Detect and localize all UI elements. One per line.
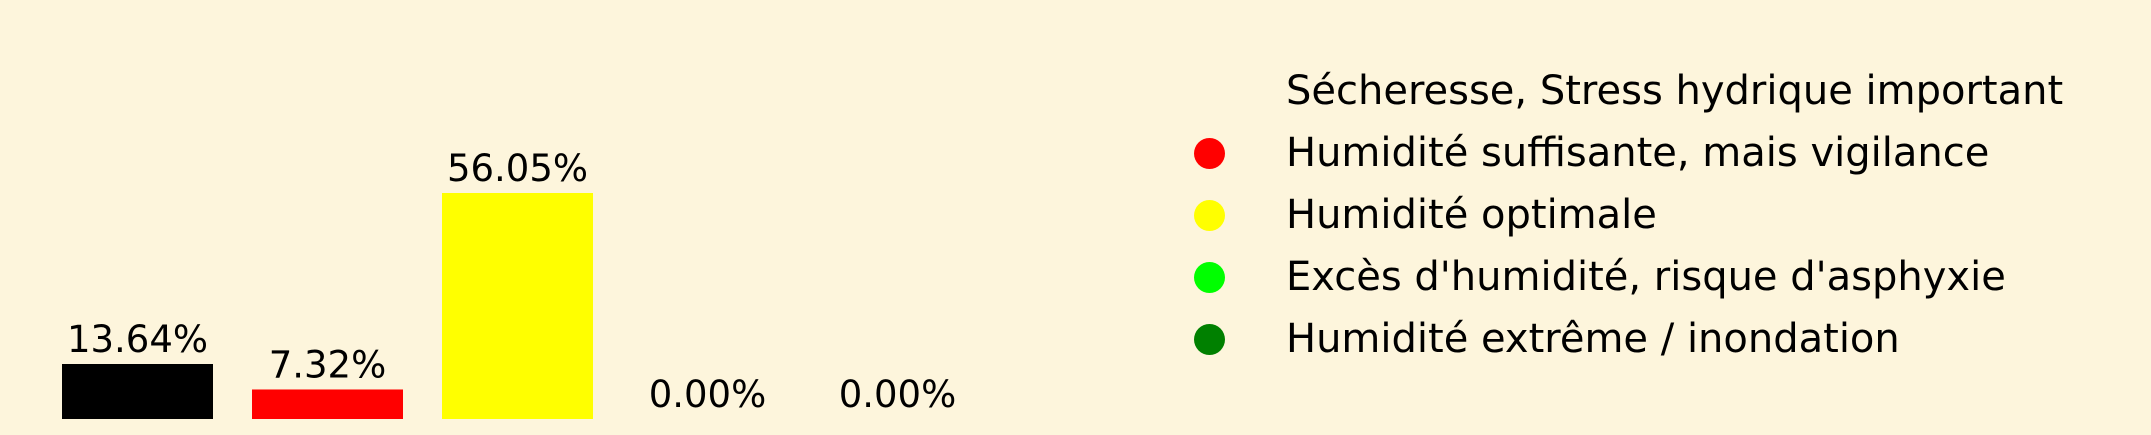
legend-swatch-optimale bbox=[1194, 200, 1225, 231]
legend-swatch-inondation bbox=[1194, 324, 1225, 355]
legend-swatch-exces bbox=[1194, 262, 1225, 293]
bar-1 bbox=[252, 389, 403, 419]
bar-0 bbox=[62, 364, 213, 419]
legend-label-vigilance: Humidité suffisante, mais vigilance bbox=[1286, 130, 1990, 176]
bar-value-label-4: 0.00% bbox=[839, 373, 957, 416]
legend-item-exces: Excès d'humidité, risque d'asphyxie bbox=[1185, 248, 2115, 310]
legend-label-exces: Excès d'humidité, risque d'asphyxie bbox=[1286, 254, 2006, 300]
legend-label-inondation: Humidité extrême / inondation bbox=[1286, 316, 1900, 362]
legend-item-inondation: Humidité extrême / inondation bbox=[1185, 310, 2115, 372]
bar-value-label-2: 56.05% bbox=[447, 147, 588, 190]
bar-chart: 13.64% 7.32% 56.05% 0.00% 0.00% bbox=[62, 147, 957, 419]
legend-label-optimale: Humidité optimale bbox=[1286, 192, 1657, 238]
bar-value-label-3: 0.00% bbox=[649, 373, 767, 416]
bar-2 bbox=[442, 193, 593, 419]
legend-swatch-vigilance bbox=[1194, 138, 1225, 169]
legend-item-optimale: Humidité optimale bbox=[1185, 186, 2115, 248]
legend-label-secheresse: Sécheresse, Stress hydrique important bbox=[1286, 68, 2064, 114]
bar-value-label-1: 7.32% bbox=[269, 343, 387, 386]
legend: Sécheresse, Stress hydrique important Hu… bbox=[1185, 62, 2115, 372]
bar-value-label-0: 13.64% bbox=[67, 318, 208, 361]
legend-item-vigilance: Humidité suffisante, mais vigilance bbox=[1185, 124, 2115, 186]
legend-item-secheresse: Sécheresse, Stress hydrique important bbox=[1185, 62, 2115, 124]
